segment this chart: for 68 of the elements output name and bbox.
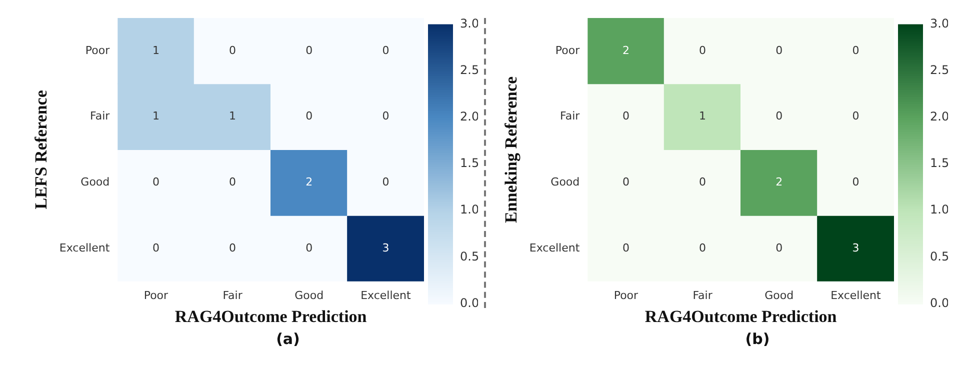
x-tick-label: Good: [294, 288, 324, 302]
color-bar-label: 2.0: [930, 110, 949, 124]
color-bar-label: 1.0: [460, 202, 480, 217]
data-label: 0: [698, 175, 706, 188]
x-axis-title: RAG4Outcome Prediction: [174, 307, 368, 326]
data-label: 0: [382, 110, 390, 123]
data-label: 0: [698, 44, 706, 57]
data-label: 0: [775, 241, 782, 254]
data-label: 0: [229, 175, 236, 188]
data-label: 0: [775, 44, 782, 57]
color-bar-label: 0.5: [930, 249, 949, 264]
data-label: 0: [152, 175, 160, 188]
color-bar-label: 2.0: [460, 110, 480, 124]
data-label: 2: [306, 175, 313, 188]
color-bar-label: 0.5: [460, 249, 480, 264]
x-tick-label: Good: [764, 288, 794, 302]
y-tick-label: Fair: [90, 110, 110, 123]
data-label: 0: [229, 44, 236, 57]
y-axis-title: LEFS Reference: [32, 90, 51, 210]
data-label: 1: [152, 110, 160, 123]
y-tick-label: Fair: [560, 110, 580, 123]
x-tick-label: Fair: [692, 288, 712, 302]
color-bar-label: 0.0: [930, 296, 949, 310]
color-bar-label: 3.0: [460, 16, 480, 30]
color-bar-label: 1.0: [930, 202, 949, 217]
data-label: 0: [775, 110, 782, 123]
data-label: 0: [622, 175, 629, 188]
data-label: 0: [622, 241, 629, 254]
data-label: 0: [382, 44, 390, 57]
x-tick-label: Poor: [613, 288, 638, 302]
data-label: 0: [852, 44, 859, 57]
x-tick-label: Excellent: [360, 288, 412, 302]
x-axis-title: RAG4Outcome Prediction: [644, 307, 837, 326]
text: (a): [275, 330, 301, 348]
data-label: 0: [698, 241, 706, 254]
y-tick-label: Excellent: [528, 241, 580, 254]
data-label: 0: [852, 175, 859, 188]
color-bar-label: 1.5: [460, 156, 480, 170]
data-label: 3: [852, 241, 859, 254]
data-label: 0: [306, 241, 313, 254]
y-tick-label: Poor: [554, 44, 580, 57]
color-bar-label: 3.0: [930, 16, 949, 30]
data-label: 2: [622, 44, 629, 57]
y-tick-label: Good: [550, 175, 580, 188]
data-label: 1: [698, 110, 706, 123]
data-label: 3: [382, 241, 390, 254]
color-bar-label: 1.5: [930, 156, 949, 170]
y-tick-label: Excellent: [59, 241, 110, 254]
data-label: 1: [229, 110, 236, 123]
data-label: 1: [152, 44, 160, 57]
data-label: 0: [152, 241, 160, 254]
data-label: 0: [306, 44, 313, 57]
data-label: 2: [775, 175, 782, 188]
data-label: 0: [852, 110, 859, 123]
color-bar-label: 2.5: [460, 62, 480, 77]
data-label: 0: [229, 241, 236, 254]
color-bar-label: 0.0: [460, 296, 480, 310]
y-tick-label: Good: [80, 175, 110, 188]
x-tick-label: Excellent: [830, 288, 882, 302]
data-label: 0: [306, 110, 313, 123]
x-tick-label: Poor: [144, 288, 169, 302]
text: (b): [744, 330, 771, 348]
y-tick-label: Poor: [85, 44, 110, 57]
data-label: 0: [382, 175, 390, 188]
data-label: 0: [622, 110, 629, 123]
y-axis-title: Enneking Reference: [501, 76, 520, 223]
color-bar-label: 2.5: [930, 62, 949, 77]
x-tick-label: Fair: [222, 288, 243, 302]
